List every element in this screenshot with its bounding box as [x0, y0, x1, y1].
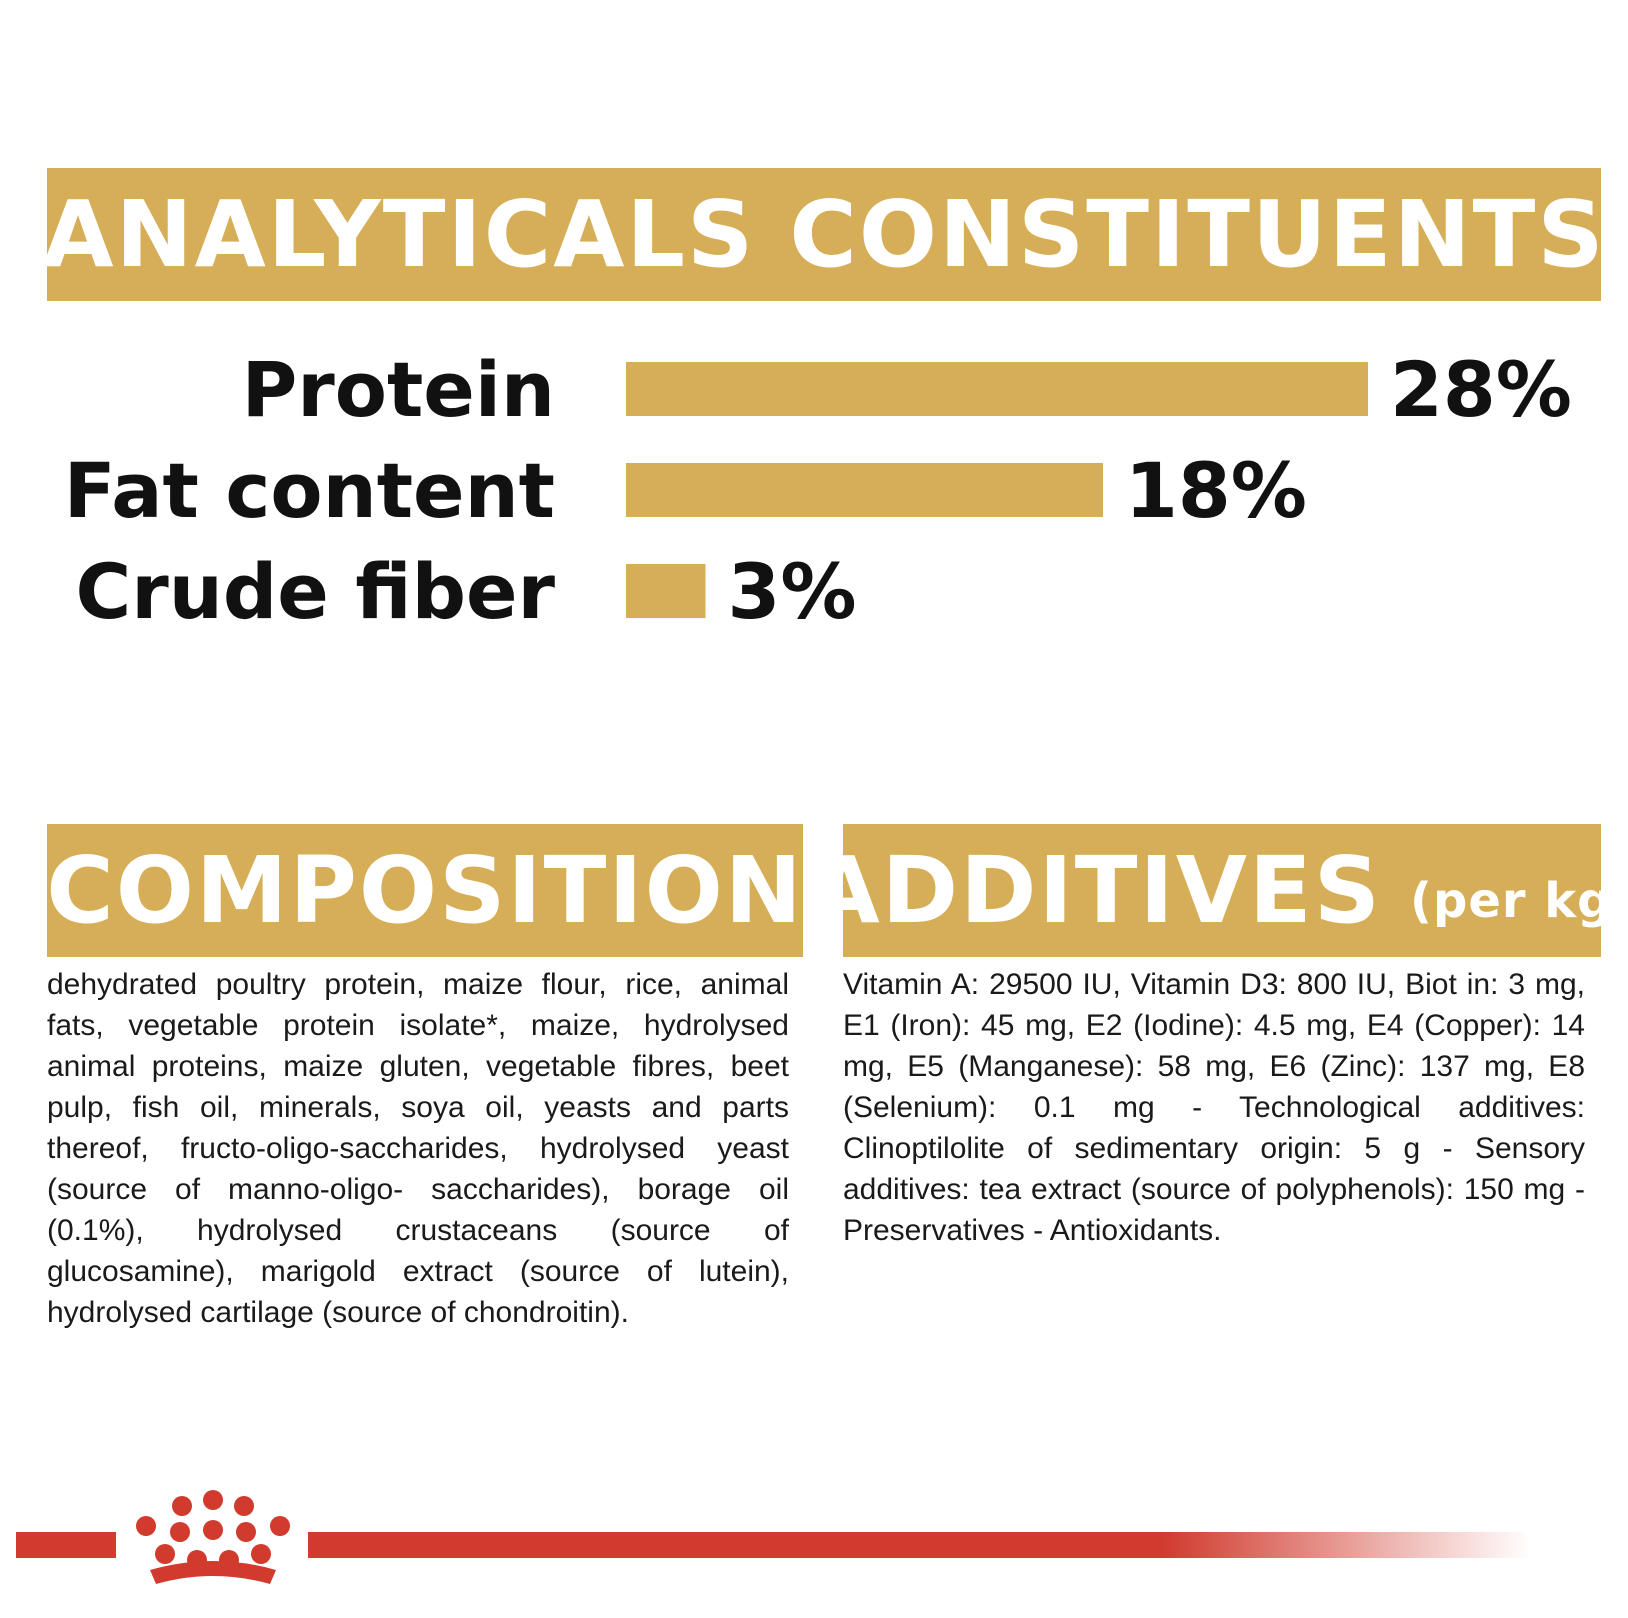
composition-text: dehydrated poultry protein, maize flour,…: [47, 968, 789, 1329]
bar-2: [626, 564, 706, 618]
composition-title: COMPOSITION: [46, 837, 804, 944]
bar-label-2: Crude fiber: [75, 547, 555, 636]
bar-1: [626, 463, 1103, 517]
additives-unit: (per kg): [1410, 873, 1628, 929]
analyticals-title: ANALYTICALS CONSTITUENTS: [42, 181, 1606, 288]
analyticals-banner: ANALYTICALS CONSTITUENTS: [42, 168, 1604, 301]
value-label-0: 28%: [1390, 345, 1572, 434]
crown-icon: [136, 1490, 290, 1584]
value-label-1: 18%: [1125, 446, 1307, 535]
additives-text: Vitamin A: 29500 IU, Vitamin D3: 800 IU,…: [843, 968, 1585, 1247]
footer-line-left: [16, 1532, 116, 1558]
bar-label-0: Protein: [242, 345, 555, 434]
additives-banner: ADDITIVES (per kg): [809, 824, 1628, 957]
footer-strip: [16, 1490, 1530, 1584]
value-label-2: 3%: [728, 547, 857, 636]
additives-title: ADDITIVES: [808, 837, 1383, 944]
bar-0: [626, 362, 1368, 416]
constituents-chart: Protein 28% Fat content 18% Crude fiber 3%: [64, 345, 1572, 636]
footer-line-right: [308, 1532, 1530, 1558]
composition-banner: COMPOSITION: [46, 824, 804, 957]
bar-label-1: Fat content: [64, 446, 555, 535]
